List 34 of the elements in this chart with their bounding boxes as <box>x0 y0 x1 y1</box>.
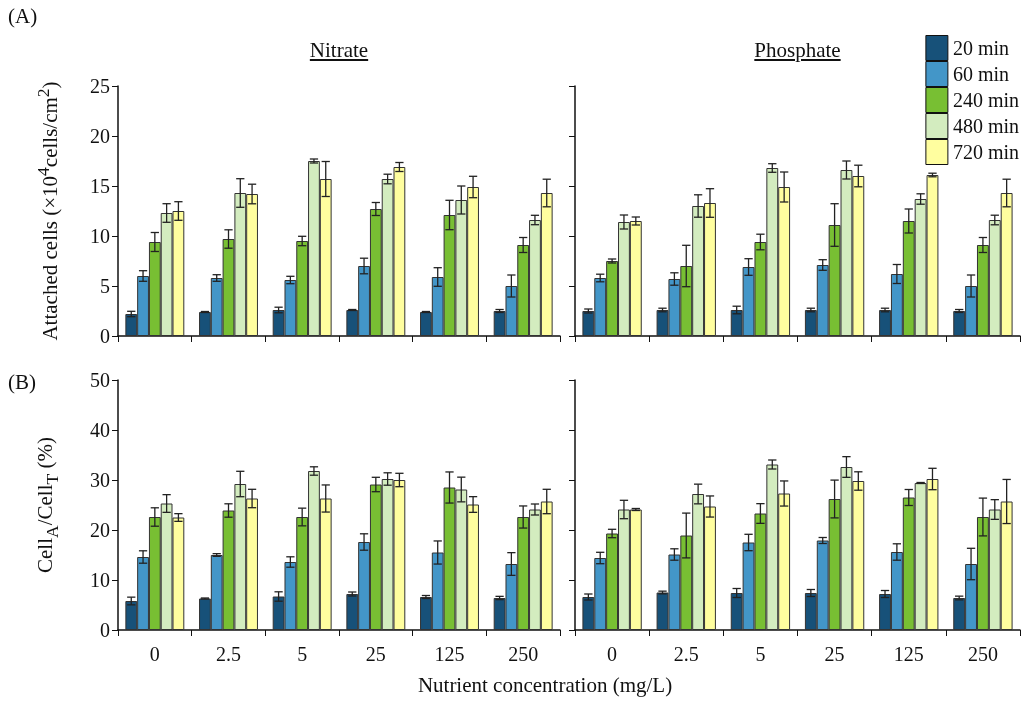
text: (A) <box>8 4 38 29</box>
y-tick-label: 15 <box>90 175 110 197</box>
x-tick-label: 2.5 <box>673 643 699 665</box>
y-tick-label: 5 <box>100 275 110 297</box>
x-tick-label: 5 <box>755 643 766 665</box>
legend-label: 720 min <box>952 141 1020 163</box>
y-tick-label: 25 <box>90 75 110 97</box>
x-tick-label: 250 <box>508 643 539 665</box>
y-tick-label: 40 <box>90 419 110 441</box>
x-tick-label: 25 <box>824 643 845 665</box>
chart-title: Phosphate <box>754 38 841 62</box>
legend-label: 240 min <box>952 89 1020 111</box>
y-tick-label: 10 <box>90 225 110 247</box>
y-tick-label: 20 <box>90 519 110 541</box>
legend-label: 480 min <box>952 115 1020 137</box>
y-tick-label: 0 <box>100 619 110 641</box>
text: (B) <box>8 370 36 395</box>
y-tick-label: 20 <box>90 125 110 147</box>
y-tick-label: 0 <box>100 325 110 347</box>
y-tick-label: 50 <box>90 369 110 391</box>
x-tick-label: 5 <box>297 643 308 665</box>
x-axis-title: Nutrient concentration (mg/L) <box>416 673 674 698</box>
x-tick-label: 250 <box>967 643 998 665</box>
x-tick-label: 0 <box>149 643 160 665</box>
x-tick-label: 25 <box>365 643 386 665</box>
legend-label: 20 min <box>952 37 1010 59</box>
x-tick-label: 125 <box>893 643 924 665</box>
legend-label: 60 min <box>952 63 1010 85</box>
y-tick-label: 30 <box>90 469 110 491</box>
x-tick-label: 0 <box>607 643 618 665</box>
chart-title: Nitrate <box>308 38 370 63</box>
y-tick-label: 10 <box>90 569 110 591</box>
x-tick-label: 2.5 <box>216 643 241 665</box>
x-tick-label: 125 <box>434 643 465 665</box>
